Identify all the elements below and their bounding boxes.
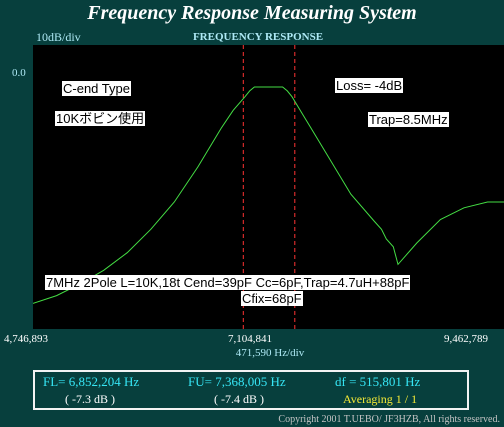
annotation-trap: Trap=8.5MHz [368,112,449,127]
plot-area: C-end Type 10Kボビン使用 Loss= -4dB Trap=8.5M… [33,45,504,329]
response-trace [33,86,504,304]
status-panel: FL= 6,852,204 Hz ( -7.3 dB ) FU= 7,368,0… [33,370,469,410]
x-start-frequency: 4,746,893 [4,333,48,345]
x-center-frequency: 7,104,841 [228,333,272,345]
app-title: Frequency Response Measuring System [87,2,417,24]
lower-frequency-readout: FL= 6,852,204 Hz [43,374,140,389]
lower-frequency-db: ( -7.3 dB ) [65,392,115,406]
annotation-loss: Loss= -4dB [335,78,404,93]
annotation-bobbin: 10Kボビン使用 [55,111,146,126]
x-end-frequency: 9,462,789 [444,333,488,345]
x-resolution-label: 471,590 Hz/div [235,347,305,359]
response-plot [33,45,504,329]
chart-title: FREQUENCY RESPONSE [192,31,324,43]
annotation-config-line2: Cfix=68pF [241,291,303,306]
annotation-type: C-end Type [62,81,131,96]
annotation-config-line1: 7MHz 2Pole L=10K,18t Cend=39pF Cc=6pF,Tr… [45,275,411,290]
upper-frequency-db: ( -7.4 dB ) [214,392,264,406]
copyright-notice: Copyright 2001 T.UEBO/ JF3HZB, All right… [278,414,500,425]
bandwidth-readout: df = 515,801 Hz [335,374,421,389]
averaging-indicator: Averaging 1 / 1 [343,392,418,406]
upper-frequency-readout: FU= 7,368,005 Hz [188,374,286,389]
vertical-scale-label: 10dB/div [36,30,81,44]
reference-level-label: 0.0 [12,67,26,79]
